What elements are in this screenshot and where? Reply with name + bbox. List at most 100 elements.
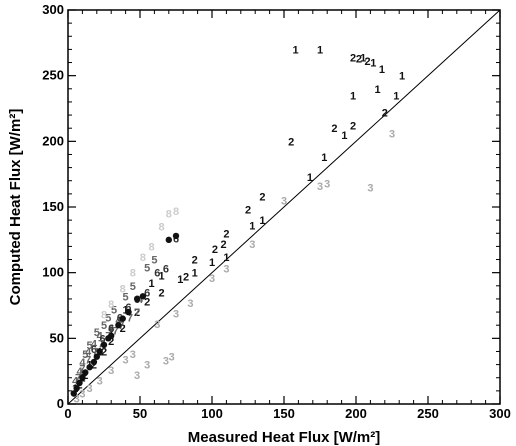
data-point-marker-1: 1 — [123, 304, 129, 316]
data-point-marker-5: 5 — [123, 291, 129, 303]
data-point-marker-5: 5 — [144, 262, 150, 274]
data-point-marker-4: 4 — [91, 339, 98, 351]
data-point-marker-6: 6 — [125, 302, 131, 314]
data-point-marker-5: 5 — [101, 320, 107, 332]
data-point-marker-1: 1 — [148, 278, 154, 290]
data-point-marker-7: 7 — [134, 307, 140, 319]
data-point-marker-1: 1 — [399, 71, 405, 83]
x-tick-label: 100 — [201, 406, 223, 421]
data-point-marker-5: 5 — [111, 304, 117, 316]
data-point-marker-7: 7 — [75, 373, 81, 385]
data-point-dot — [93, 353, 101, 360]
data-point-marker-3: 3 — [324, 178, 330, 190]
data-point-marker-2: 2 — [223, 228, 229, 240]
data-point-marker-1: 1 — [223, 252, 229, 264]
data-point-dot — [73, 385, 80, 392]
data-point-marker-3: 3 — [317, 181, 323, 193]
data-point-marker-4: 4 — [137, 294, 144, 306]
data-point-marker-1: 1 — [321, 152, 327, 164]
y-axis-title: Computed Heat Flux [W/m²] — [7, 109, 24, 306]
data-point-marker-3: 3 — [134, 370, 140, 382]
data-point-marker-3: 3 — [187, 298, 193, 310]
data-point-marker-8: 8 — [101, 310, 107, 322]
data-point-marker-4: 4 — [72, 375, 79, 387]
data-point-marker-3: 3 — [173, 308, 179, 320]
data-point-marker-4: 4 — [108, 323, 115, 335]
data-point-marker-1: 1 — [209, 257, 215, 269]
data-point-marker-1: 1 — [307, 172, 313, 184]
data-point-marker-2: 2 — [82, 370, 88, 382]
axis-ticks — [67, 9, 501, 405]
y-tick-label: 100 — [42, 265, 64, 280]
data-point-marker-3: 3 — [249, 239, 255, 251]
data-point-marker-2: 2 — [101, 346, 107, 358]
data-point-marker-3: 3 — [223, 264, 229, 276]
data-point-marker-2: 2 — [120, 323, 126, 335]
data-point-dot — [70, 390, 77, 397]
data-point-dot — [165, 236, 172, 244]
data-point-marker-7: 7 — [92, 346, 98, 358]
x-tick-label: 250 — [417, 406, 439, 421]
data-point-marker-7: 7 — [127, 312, 133, 324]
x-tick-label: 300 — [489, 406, 511, 421]
data-point-marker-2: 2 — [356, 54, 362, 66]
data-point-marker-2: 2 — [245, 205, 251, 217]
data-point-marker-6: 6 — [173, 234, 179, 246]
data-point-marker-4: 4 — [97, 331, 104, 343]
data-point-marker-4: 4 — [79, 357, 86, 369]
data-point-marker-2: 2 — [288, 136, 294, 148]
data-point-marker-2: 2 — [91, 360, 97, 372]
data-point-dot — [82, 369, 89, 376]
y-tick-label: 150 — [42, 199, 64, 214]
data-point-dot — [79, 374, 86, 381]
data-point-marker-2: 2 — [192, 255, 198, 267]
data-point-marker-8: 8 — [148, 241, 154, 253]
data-point-marker-8: 8 — [108, 299, 114, 311]
data-point-marker-1: 1 — [379, 64, 385, 76]
data-point-marker-1: 1 — [249, 220, 255, 232]
data-point-marker-2: 2 — [134, 307, 140, 319]
x-axis-title: Measured Heat Flux [W/m²] — [188, 429, 381, 446]
data-point-marker-3: 3 — [367, 182, 373, 194]
data-point-dot — [100, 341, 108, 349]
data-point-marker-2: 2 — [183, 272, 189, 284]
data-point-marker-1: 1 — [341, 130, 347, 142]
data-point-marker-8: 8 — [173, 206, 179, 218]
data-point-marker-3: 3 — [74, 394, 80, 406]
data-point-marker-2: 2 — [382, 107, 388, 119]
x-tick-label: 200 — [345, 406, 367, 421]
data-point-dot — [86, 364, 93, 371]
data-point-marker-6: 6 — [163, 264, 169, 276]
data-point-marker-2: 2 — [350, 121, 356, 133]
data-point-marker-6: 6 — [108, 323, 114, 335]
data-point-marker-5: 5 — [94, 327, 100, 339]
data-point-marker-3: 3 — [169, 352, 175, 364]
data-point-marker-5: 5 — [87, 340, 93, 352]
x-tick-label: 50 — [133, 406, 147, 421]
data-point-marker-2: 2 — [212, 244, 218, 256]
data-point-marker-6: 6 — [144, 287, 150, 299]
data-point-marker-8: 8 — [166, 209, 172, 221]
y-tick-label: 250 — [42, 68, 64, 83]
data-point-marker-8: 8 — [140, 252, 146, 264]
data-point-marker-6: 6 — [154, 268, 160, 280]
data-points: 1111111111111111111111111122222222222222… — [70, 44, 405, 406]
y-tick-label: 0 — [57, 396, 64, 411]
data-point-dot — [125, 308, 132, 316]
tick-labels: 0 50 100 150 200 250 300 0 50 100 150 200 250 300 — [42, 2, 511, 421]
data-point-marker-1: 1 — [370, 58, 376, 70]
data-point-marker-1: 1 — [177, 274, 183, 286]
data-point-marker-2: 2 — [364, 56, 370, 68]
data-point-marker-3: 3 — [144, 360, 150, 372]
y-tick-label: 50 — [50, 330, 64, 345]
data-point-marker-2: 2 — [144, 297, 150, 309]
data-point-marker-3: 3 — [87, 383, 93, 395]
data-point-marker-3: 3 — [123, 354, 129, 366]
data-point-marker-5: 5 — [151, 255, 157, 267]
data-point-marker-1: 1 — [360, 52, 366, 64]
data-point-marker-2: 2 — [108, 336, 114, 348]
data-point-dot — [115, 322, 122, 329]
data-point-dot — [119, 315, 126, 322]
data-point-marker-1: 1 — [317, 44, 323, 56]
